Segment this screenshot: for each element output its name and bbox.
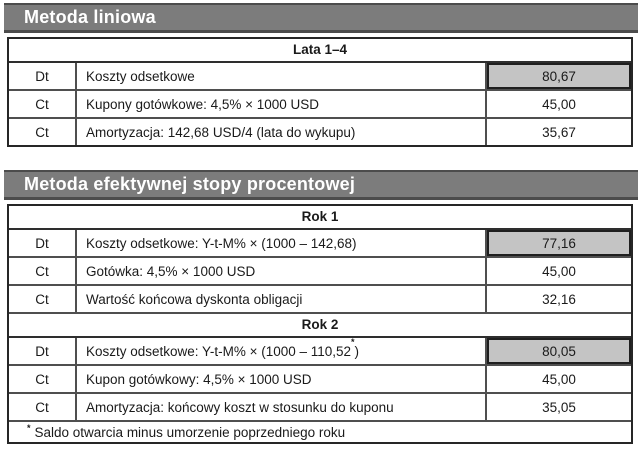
entry-amount: 35,67 bbox=[542, 124, 576, 140]
entry-description: Koszty odsetkowe: Y-t-M% × (1000 – 110,5… bbox=[77, 338, 487, 364]
table-row: Ct Kupony gotówkowe: 4,5% × 1000 USD 45,… bbox=[9, 91, 631, 119]
table-row: Dt Koszty odsetkowe: Y-t-M% × (1000 – 11… bbox=[9, 338, 631, 366]
entry-amount: 45,00 bbox=[542, 371, 576, 387]
entry-amount: 45,00 bbox=[542, 96, 576, 112]
entry-amount: 32,16 bbox=[542, 291, 576, 307]
entry-description: Koszty odsetkowe bbox=[77, 63, 487, 89]
entry-side-label: Ct bbox=[9, 258, 77, 284]
table-row: Ct Amortyzacja: końcowy koszt w stosunku… bbox=[9, 394, 631, 422]
entry-description-text: Koszty odsetkowe: Y-t-M% × (1000 – 110,5… bbox=[86, 343, 352, 359]
footnote: * Saldo otwarcia minus umorzenie poprzed… bbox=[27, 423, 346, 440]
section-title-effective-rate: Metoda efektywnej stopy procentowej bbox=[4, 170, 638, 200]
entry-side-label: Ct bbox=[9, 394, 77, 420]
entry-description: Wartość końcowa dyskonta obligacji bbox=[77, 286, 487, 312]
entry-description: Amortyzacja: końcowy koszt w stosunku do… bbox=[77, 394, 487, 420]
entry-amount-highlighted: 77,16 bbox=[487, 230, 631, 256]
table-row: Ct Gotówka: 4,5% × 1000 USD 45,00 bbox=[9, 258, 631, 286]
entry-side-label: Ct bbox=[9, 286, 77, 312]
entry-side-label: Dt bbox=[9, 338, 77, 364]
table-row: Ct Kupon gotówkowy: 4,5% × 1000 USD 45,0… bbox=[9, 366, 631, 394]
entry-side-label: Ct bbox=[9, 91, 77, 117]
page: Metoda liniowa Lata 1–4 Dt Koszty odsetk… bbox=[0, 3, 640, 444]
entry-side-label: Ct bbox=[9, 119, 77, 145]
entry-amount: 35,05 bbox=[542, 399, 576, 415]
table-row: Ct Amortyzacja: 142,68 USD/4 (lata do wy… bbox=[9, 119, 631, 145]
period-header: Lata 1–4 bbox=[9, 39, 631, 63]
linear-method-table: Lata 1–4 Dt Koszty odsetkowe 80,67 Ct Ku… bbox=[7, 37, 633, 147]
entry-side-label: Dt bbox=[9, 63, 77, 89]
entry-side-label: Dt bbox=[9, 230, 77, 256]
entry-amount-highlighted: 80,05 bbox=[487, 338, 631, 364]
entry-description: Kupony gotówkowe: 4,5% × 1000 USD bbox=[77, 91, 487, 117]
section-title-text: Metoda liniowa bbox=[24, 7, 156, 27]
entry-description: Gotówka: 4,5% × 1000 USD bbox=[77, 258, 487, 284]
period-header-year1: Rok 1 bbox=[9, 206, 631, 230]
entry-description-text: ) bbox=[354, 343, 360, 359]
effective-rate-method-table: Rok 1 Dt Koszty odsetkowe: Y-t-M% × (100… bbox=[7, 204, 633, 444]
entry-description: Koszty odsetkowe: Y-t-M% × (1000 – 142,6… bbox=[77, 230, 487, 256]
entry-side-label: Ct bbox=[9, 366, 77, 392]
footnote-text: Saldo otwarcia minus umorzenie poprzedni… bbox=[34, 424, 346, 440]
entry-amount-highlighted: 80,67 bbox=[487, 63, 631, 89]
table-row: Dt Koszty odsetkowe: Y-t-M% × (1000 – 14… bbox=[9, 230, 631, 258]
entry-description: Amortyzacja: 142,68 USD/4 (lata do wykup… bbox=[77, 119, 487, 145]
period-header-year2: Rok 2 bbox=[9, 314, 631, 338]
section-title-text: Metoda efektywnej stopy procentowej bbox=[24, 174, 356, 194]
table-row: Dt Koszty odsetkowe 80,67 bbox=[9, 63, 631, 91]
entry-amount: 45,00 bbox=[542, 263, 576, 279]
table-row: Ct Wartość końcowa dyskonta obligacji 32… bbox=[9, 286, 631, 314]
entry-description: Kupon gotówkowy: 4,5% × 1000 USD bbox=[77, 366, 487, 392]
section-title-linear: Metoda liniowa bbox=[4, 3, 638, 33]
